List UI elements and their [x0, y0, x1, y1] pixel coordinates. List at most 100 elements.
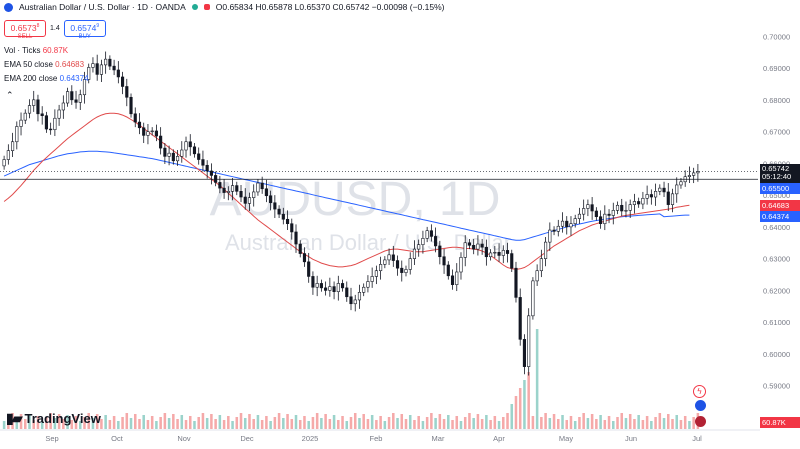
volume-bar	[197, 417, 200, 429]
volume-bar	[565, 420, 569, 429]
candle-body	[455, 271, 459, 285]
candle-body	[150, 130, 154, 133]
candle-body	[620, 204, 624, 212]
candle-body	[104, 58, 108, 66]
x-tick-label: Jun	[625, 434, 637, 443]
volume-bar	[222, 420, 226, 429]
sell-price-sup: 8	[36, 23, 40, 29]
volume-indicator-legend[interactable]: Vol · Ticks 60.87K	[4, 46, 68, 55]
volume-bar	[324, 414, 327, 429]
symbol-watermark: AUDUSD, 1D Australian Dollar / U.S. Doll…	[210, 173, 511, 255]
candle-body	[400, 267, 404, 273]
candle-body	[387, 254, 391, 261]
candle-body	[209, 170, 213, 176]
volume-bar	[472, 418, 475, 429]
volume-bar	[286, 414, 289, 429]
candle-body	[74, 99, 78, 103]
volume-bar	[438, 414, 442, 429]
ema50-price-tag: 0.64683	[760, 200, 800, 211]
volume-bar	[633, 419, 636, 429]
volume-bar	[227, 416, 230, 429]
volume-bar	[167, 418, 171, 429]
candle-body	[615, 204, 620, 211]
volume-bar	[176, 419, 179, 429]
candle-body	[6, 150, 10, 160]
volume-bar	[235, 417, 239, 429]
candle-body	[188, 141, 192, 148]
candle-body	[57, 109, 61, 119]
market-open-icon	[191, 4, 198, 10]
candle-body	[226, 191, 230, 193]
volume-bar	[413, 420, 416, 429]
volume-bar	[396, 418, 399, 429]
volume-bar	[353, 413, 357, 429]
volume-bar	[138, 419, 141, 429]
volume-bar	[163, 413, 167, 429]
candle-body	[78, 94, 82, 103]
candle-body	[40, 113, 44, 117]
candle-body	[281, 213, 285, 220]
ema200-legend[interactable]: EMA 200 close 0.64374	[4, 74, 89, 83]
candle-body	[590, 204, 594, 212]
lightning-icon[interactable]: ϟ	[693, 385, 706, 398]
volume-bar	[641, 420, 645, 429]
candle-body	[180, 149, 184, 157]
candle-body	[429, 230, 433, 237]
candle-body	[696, 171, 700, 174]
x-tick-label: Sep	[45, 434, 58, 443]
candle-body	[569, 223, 573, 228]
candle-body	[518, 297, 522, 340]
volume-bar	[2, 421, 6, 429]
candle-body	[328, 286, 332, 291]
volume-bar	[675, 415, 679, 429]
volume-bar	[188, 416, 192, 429]
volume-bar	[544, 413, 547, 429]
candle-body	[15, 126, 19, 143]
symbol-title[interactable]: Australian Dollar / U.S. Dollar · 1D · O…	[19, 2, 186, 12]
candle-body	[560, 220, 565, 227]
candle-body	[679, 181, 683, 186]
volume-bar	[616, 417, 619, 429]
candle-body	[108, 58, 112, 67]
aud-flag-icon[interactable]	[695, 400, 706, 411]
volume-bar	[485, 415, 488, 429]
volume-bar	[603, 420, 607, 429]
symbol-flag-icon	[4, 2, 13, 12]
volume-bar	[683, 416, 687, 429]
volume-bar	[307, 421, 310, 429]
candle-body	[315, 283, 319, 288]
volume-bar	[404, 419, 408, 429]
volume-bar	[476, 414, 480, 429]
volume-bar	[282, 418, 285, 429]
candle-body	[489, 252, 493, 258]
volume-bar	[294, 415, 298, 429]
chart-header: Australian Dollar / U.S. Dollar · 1D · O…	[4, 2, 445, 12]
volume-bar	[493, 416, 497, 429]
y-tick-label: 0.70000	[763, 32, 790, 41]
volume-bar	[455, 416, 459, 429]
candle-body	[61, 102, 65, 111]
candle-body	[36, 99, 40, 115]
volume-price-tag: 60.87K	[760, 417, 800, 428]
ema50-legend[interactable]: EMA 50 close 0.64683	[4, 60, 84, 69]
y-tick-label: 0.62000	[763, 286, 790, 295]
volume-bar	[447, 415, 450, 429]
buy-price: 0.6574	[70, 22, 97, 33]
sell-button[interactable]: 0.65738 SELL	[4, 20, 46, 40]
volume-bar	[184, 420, 188, 429]
volume-bar	[108, 420, 112, 429]
us-flag-icon[interactable]	[695, 416, 706, 427]
candle-body	[425, 230, 429, 239]
volume-bar	[201, 413, 205, 429]
candle-body	[302, 253, 307, 263]
ema200-label: EMA 200 close	[4, 74, 58, 83]
y-tick-label: 0.66000	[763, 159, 790, 168]
volume-bar	[637, 415, 640, 429]
volume-bar	[53, 418, 57, 429]
candle-body	[11, 141, 15, 151]
candle-body	[535, 270, 539, 282]
volume-bar	[607, 416, 611, 429]
collapse-legend-icon[interactable]: ⌃	[6, 90, 14, 100]
buy-button[interactable]: 0.65749 BUY	[63, 20, 106, 40]
